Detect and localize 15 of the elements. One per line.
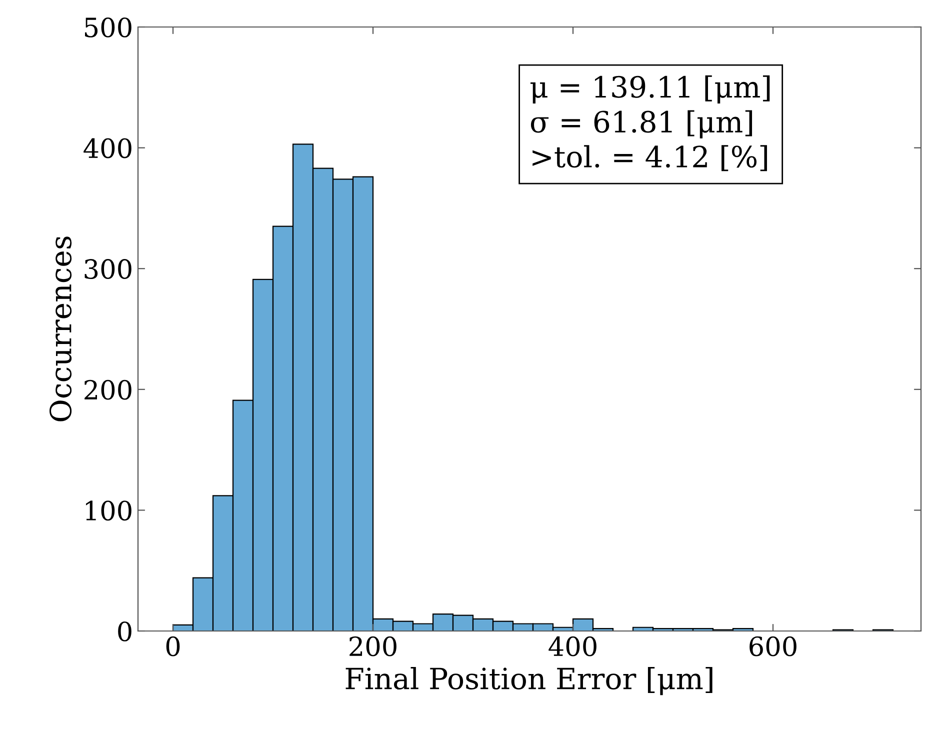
x-tick-label: 600: [750, 636, 796, 656]
y-tick-label: 400: [84, 138, 132, 158]
x-axis-title: Final Position Error [μm]: [346, 666, 712, 696]
y-axis-title: Occurrences: [50, 236, 72, 422]
x-tick-label: 0: [166, 636, 180, 656]
y-tick-label: 0: [118, 621, 132, 642]
x-tick-label: 200: [350, 636, 396, 656]
y-tick-label: 500: [85, 17, 132, 38]
y-tick-label: 200: [84, 380, 132, 400]
annotation: >tol. = 4.12 [%]: [532, 145, 767, 172]
annotation: μ = 139.11 [μm]: [530, 75, 770, 104]
annotation: σ = 61.81 [μm]: [530, 110, 752, 138]
y-tick-label: 300: [84, 259, 132, 279]
x-tick-label: 400: [548, 636, 596, 656]
y-tick-label: 100: [86, 500, 132, 521]
